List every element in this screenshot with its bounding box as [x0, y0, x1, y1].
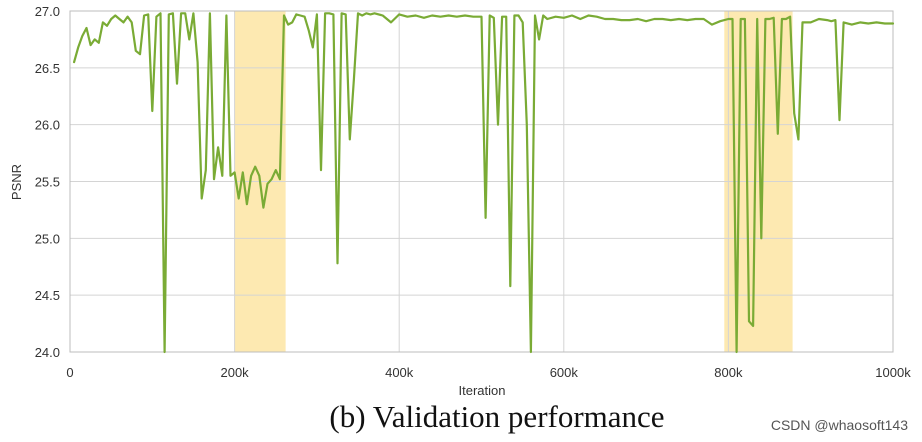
x-tick-label: 600k [550, 365, 579, 380]
y-tick-label: 25.5 [35, 175, 60, 190]
x-tick-label: 200k [220, 365, 249, 380]
y-axis-ticks: 24.0 24.5 25.0 25.5 26.0 26.5 27.0 [35, 4, 60, 360]
y-tick-label: 26.0 [35, 118, 60, 133]
y-tick-label: 25.0 [35, 231, 60, 246]
y-tick-label: 24.5 [35, 288, 60, 303]
figure-caption: (b) Validation performance [329, 399, 664, 434]
x-axis-ticks: 0 200k 400k 600k 800k 1000k [66, 365, 911, 380]
y-axis-label: PSNR [9, 164, 24, 200]
y-tick-label: 26.5 [35, 61, 60, 76]
series-line-validation-psnr [72, 12, 895, 354]
plot-border [69, 10, 894, 353]
x-tick-label: 800k [714, 365, 743, 380]
series-layer [72, 12, 895, 354]
plot-frame [69, 10, 894, 353]
x-tick-label: 400k [385, 365, 414, 380]
x-tick-label: 0 [66, 365, 73, 380]
x-axis-label: Iteration [459, 383, 506, 398]
x-tick-label: 1000k [875, 365, 911, 380]
watermark-text: CSDN @whaosoft143 [771, 417, 908, 433]
y-tick-label: 27.0 [35, 4, 60, 19]
y-tick-label: 24.0 [35, 345, 60, 360]
